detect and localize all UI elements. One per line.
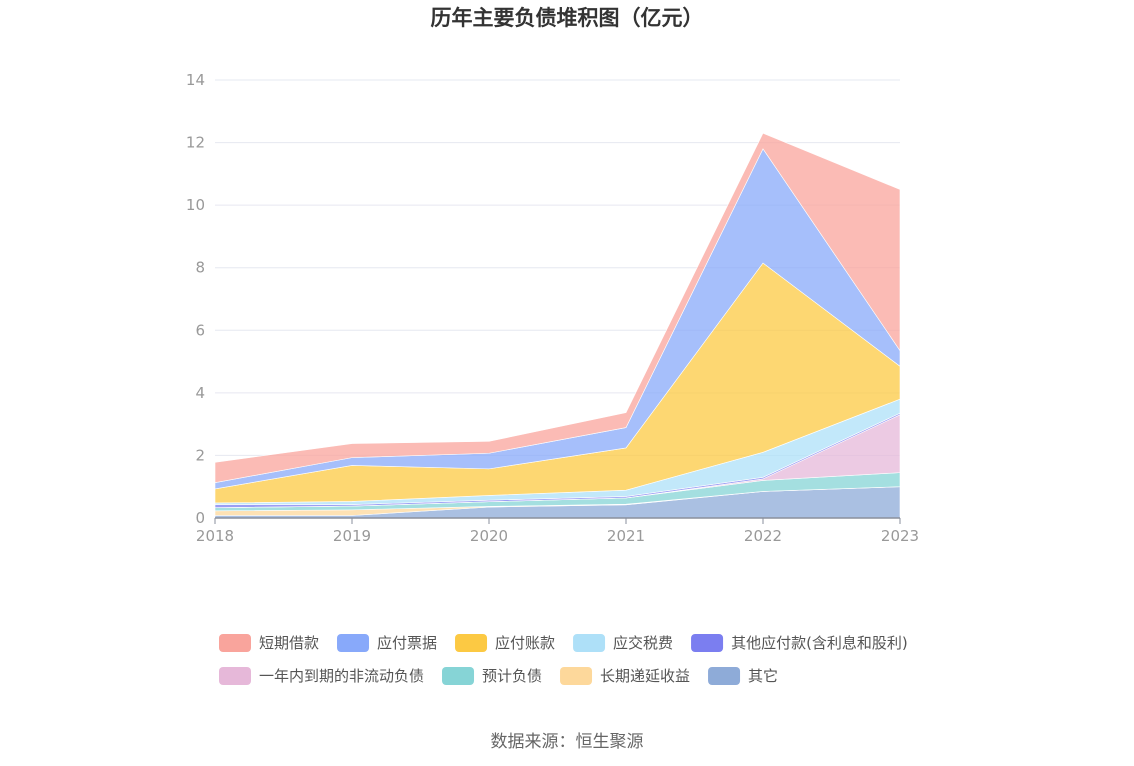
legend-item[interactable]: 其它 bbox=[708, 667, 778, 685]
axes: 0 2 4 6 8 10 12 14 2018 2019 2020 2021 2022 2023 bbox=[186, 71, 919, 545]
data-source: 数据来源：恒生聚源 bbox=[491, 732, 644, 752]
legend-label: 其它 bbox=[748, 667, 778, 685]
legend-label: 应付票据 bbox=[377, 634, 437, 652]
legend-label: 应交税费 bbox=[613, 634, 673, 652]
x-tick-label: 2018 bbox=[196, 527, 234, 545]
y-tick-label: 10 bbox=[186, 196, 205, 214]
x-tick-label: 2019 bbox=[333, 527, 371, 545]
grid-lines bbox=[215, 79, 900, 456]
legend-swatch bbox=[560, 667, 593, 685]
legend-label: 一年内到期的非流动负债 bbox=[259, 667, 424, 685]
legend-swatch bbox=[708, 667, 741, 685]
y-tick-label: 0 bbox=[195, 509, 205, 527]
legend-swatch bbox=[573, 634, 606, 652]
y-tick-label: 6 bbox=[195, 321, 205, 339]
y-tick-label: 2 bbox=[195, 446, 205, 464]
y-tick-label: 12 bbox=[186, 134, 205, 152]
x-tick-label: 2022 bbox=[744, 527, 782, 545]
legend-label: 长期递延收益 bbox=[600, 667, 690, 685]
legend-swatch bbox=[455, 634, 488, 652]
x-tick-label: 2023 bbox=[881, 527, 919, 545]
legend-swatch bbox=[337, 634, 370, 652]
legend-swatch bbox=[219, 634, 251, 652]
y-tick-label: 8 bbox=[195, 259, 205, 277]
legend: 短期借款 应付票据 应付账款 应交税费 其他应付款(含利息和股利) 一年内到期的非流动负债… bbox=[219, 634, 908, 685]
legend-item[interactable]: 一年内到期的非流动负债 bbox=[219, 667, 424, 685]
legend-swatch bbox=[442, 667, 475, 685]
legend-item[interactable]: 应付票据 bbox=[337, 634, 437, 652]
legend-item[interactable]: 应付账款 bbox=[455, 634, 555, 652]
chart-title: 历年主要负债堆积图（亿元） bbox=[431, 6, 704, 30]
area-series bbox=[214, 132, 901, 519]
legend-item[interactable]: 其他应付款(含利息和股利) bbox=[691, 634, 908, 652]
y-tick-label: 14 bbox=[186, 71, 205, 89]
legend-item[interactable]: 短期借款 bbox=[219, 634, 319, 652]
legend-label: 预计负债 bbox=[482, 667, 542, 685]
legend-label: 其他应付款(含利息和股利) bbox=[731, 634, 908, 652]
legend-item[interactable]: 预计负债 bbox=[442, 667, 542, 685]
legend-item[interactable]: 应交税费 bbox=[573, 634, 673, 652]
y-tick-label: 4 bbox=[195, 384, 205, 402]
legend-item[interactable]: 长期递延收益 bbox=[560, 667, 690, 685]
legend-swatch bbox=[691, 634, 724, 652]
x-tick-label: 2020 bbox=[470, 527, 508, 545]
legend-label: 应付账款 bbox=[495, 634, 555, 652]
legend-swatch bbox=[219, 667, 251, 685]
area-8 bbox=[214, 132, 901, 484]
x-tick-label: 2021 bbox=[607, 527, 645, 545]
legend-label: 短期借款 bbox=[259, 634, 319, 652]
